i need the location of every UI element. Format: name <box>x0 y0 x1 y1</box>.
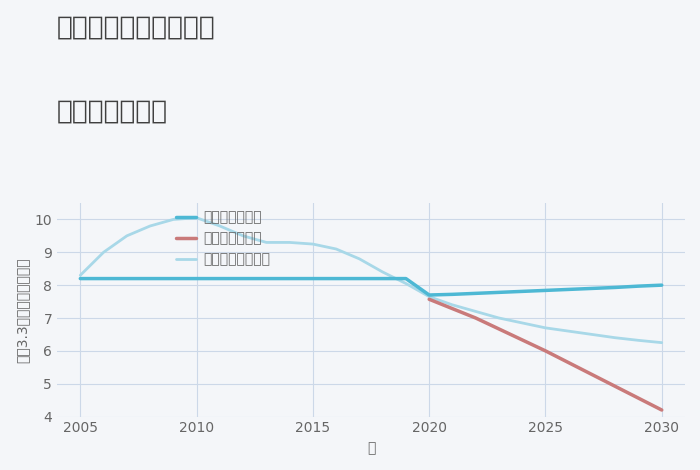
グッドシナリオ <box>99 276 108 282</box>
ノーマルシナリオ <box>262 240 271 245</box>
ノーマルシナリオ <box>425 294 433 299</box>
ノーマルシナリオ <box>495 315 503 321</box>
Line: バッドシナリオ: バッドシナリオ <box>429 299 662 410</box>
グッドシナリオ <box>332 276 340 282</box>
グッドシナリオ <box>657 282 666 288</box>
ノーマルシナリオ <box>309 241 317 247</box>
ノーマルシナリオ <box>657 340 666 345</box>
グッドシナリオ <box>541 288 550 293</box>
グッドシナリオ <box>611 285 620 290</box>
ノーマルシナリオ <box>355 256 363 262</box>
グッドシナリオ <box>122 276 131 282</box>
Line: グッドシナリオ: グッドシナリオ <box>80 279 662 295</box>
X-axis label: 年: 年 <box>367 441 375 455</box>
Legend: グッドシナリオ, バッドシナリオ, ノーマルシナリオ: グッドシナリオ, バッドシナリオ, ノーマルシナリオ <box>170 205 276 272</box>
グッドシナリオ <box>495 290 503 295</box>
グッドシナリオ <box>355 276 363 282</box>
ノーマルシナリオ <box>634 337 643 343</box>
グッドシナリオ <box>448 291 456 297</box>
ノーマルシナリオ <box>286 240 294 245</box>
グッドシナリオ <box>193 276 201 282</box>
グッドシナリオ <box>402 276 410 282</box>
グッドシナリオ <box>309 276 317 282</box>
Text: 三重県鈴鹿市伊船町の: 三重県鈴鹿市伊船町の <box>57 14 216 40</box>
ノーマルシナリオ <box>76 273 85 278</box>
グッドシナリオ <box>146 276 154 282</box>
ノーマルシナリオ <box>169 217 178 222</box>
ノーマルシナリオ <box>332 246 340 252</box>
グッドシナリオ <box>216 276 224 282</box>
グッドシナリオ <box>634 283 643 289</box>
ノーマルシナリオ <box>541 325 550 331</box>
ノーマルシナリオ <box>564 329 573 334</box>
グッドシナリオ <box>425 292 433 298</box>
ノーマルシナリオ <box>518 320 526 326</box>
グッドシナリオ <box>239 276 247 282</box>
Line: ノーマルシナリオ: ノーマルシナリオ <box>80 218 662 343</box>
グッドシナリオ <box>379 276 387 282</box>
ノーマルシナリオ <box>216 223 224 229</box>
バッドシナリオ <box>541 348 550 354</box>
グッドシナリオ <box>262 276 271 282</box>
バッドシナリオ <box>472 315 480 321</box>
ノーマルシナリオ <box>146 223 154 229</box>
ノーマルシナリオ <box>99 250 108 255</box>
グッドシナリオ <box>76 276 85 282</box>
ノーマルシナリオ <box>122 233 131 239</box>
グッドシナリオ <box>564 287 573 292</box>
グッドシナリオ <box>286 276 294 282</box>
バッドシナリオ <box>657 407 666 413</box>
ノーマルシナリオ <box>239 233 247 239</box>
ノーマルシナリオ <box>611 335 620 341</box>
ノーマルシナリオ <box>448 302 456 308</box>
Y-axis label: 坪（3.3㎡）単価（万円）: 坪（3.3㎡）単価（万円） <box>15 257 29 362</box>
ノーマルシナリオ <box>402 281 410 286</box>
ノーマルシナリオ <box>193 215 201 220</box>
グッドシナリオ <box>518 289 526 294</box>
バッドシナリオ <box>425 297 433 302</box>
ノーマルシナリオ <box>588 332 596 337</box>
グッドシナリオ <box>169 276 178 282</box>
Text: 土地の価格推移: 土地の価格推移 <box>57 99 168 125</box>
ノーマルシナリオ <box>472 309 480 314</box>
グッドシナリオ <box>588 286 596 291</box>
グッドシナリオ <box>472 290 480 296</box>
ノーマルシナリオ <box>379 269 387 275</box>
